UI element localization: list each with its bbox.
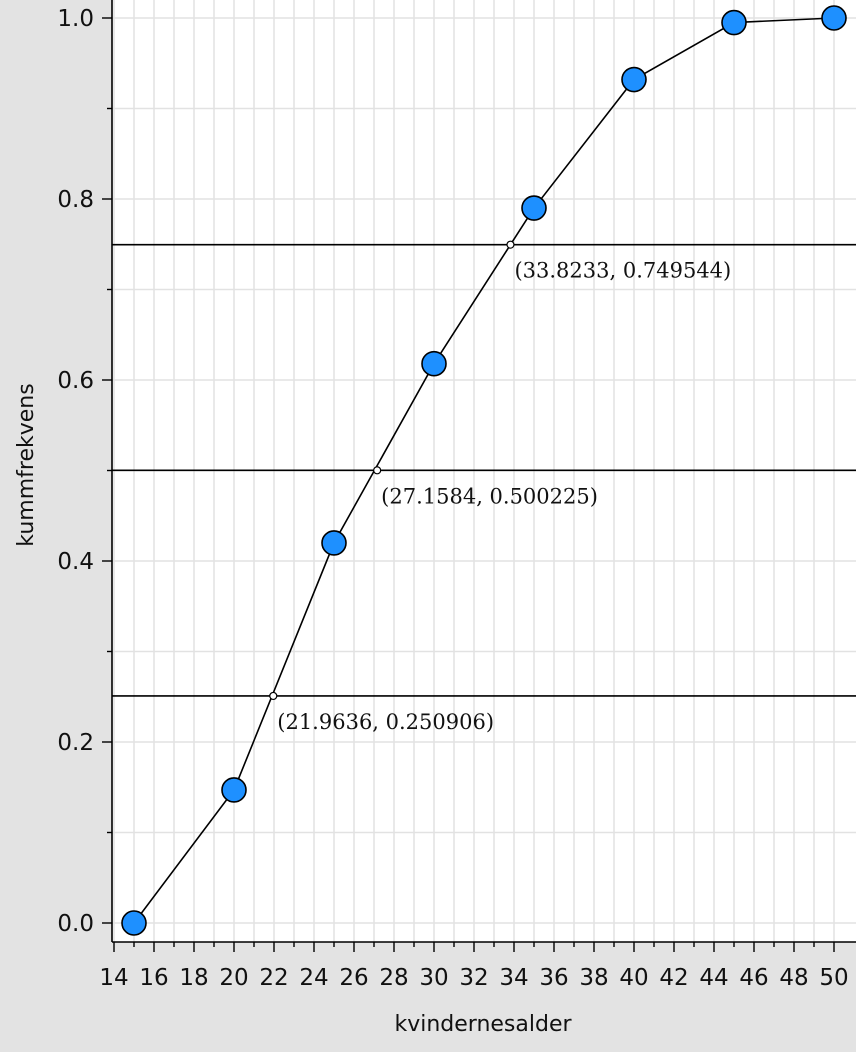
x-tick-label: 44 (699, 965, 728, 991)
x-tick-label: 38 (579, 965, 608, 991)
x-tick-label: 22 (259, 965, 288, 991)
y-tick-label: 1.0 (57, 6, 94, 32)
x-tick-label: 32 (459, 965, 488, 991)
intersection-point (269, 691, 278, 701)
x-tick-label: 46 (739, 965, 768, 991)
x-tick-label: 18 (179, 965, 208, 991)
x-tick-label: 16 (139, 965, 168, 991)
x-tick-label: 14 (99, 965, 128, 991)
series-line (133, 17, 835, 924)
y-tick-label: 0.0 (57, 911, 94, 937)
data-point (521, 195, 547, 221)
y-tick-label: 0.8 (57, 187, 94, 213)
y-axis-label: kummfrekvens (14, 383, 39, 546)
data-point (621, 66, 647, 93)
x-tick-label: 48 (779, 965, 808, 991)
x-tick-label: 34 (499, 965, 528, 991)
intersection-label: (33.8233, 0.749544) (514, 259, 731, 283)
x-tick-label: 24 (299, 965, 328, 991)
y-tick-label: 0.6 (57, 368, 94, 394)
reference-lines (112, 243, 856, 697)
axes: 0.0 0.2 0.4 0.6 0.8 1.0 14 16 18 20 22 24 26 28 30 32 34… (57, 0, 856, 991)
intersection-label: (27.1584, 0.500225) (381, 484, 598, 508)
intersection-point (373, 466, 382, 475)
intersection-label: (21.9636, 0.250906) (277, 710, 494, 734)
intersection-point (506, 240, 515, 249)
x-tick-label: 26 (339, 965, 368, 991)
data-point (321, 530, 347, 556)
data-point (821, 5, 847, 31)
x-tick-label: 42 (659, 965, 688, 991)
x-tick-label: 30 (419, 965, 448, 991)
x-axis-label: kvindernesalder (394, 1012, 572, 1037)
data-point (221, 777, 247, 803)
x-tick-label: 36 (539, 965, 568, 991)
x-tick-label: 50 (819, 965, 848, 991)
x-tick-label: 40 (619, 965, 648, 991)
series-group (121, 5, 847, 936)
annotations: (21.9636, 0.250906) (27.1584, 0.500225) (3… (269, 240, 731, 734)
x-tick-label: 28 (379, 965, 408, 991)
data-point (421, 350, 447, 377)
y-tick-label: 0.4 (57, 549, 94, 575)
data-point (721, 9, 747, 36)
x-tick-label: 20 (219, 965, 248, 991)
y-tick-label: 0.2 (57, 730, 94, 756)
data-point (121, 910, 147, 936)
